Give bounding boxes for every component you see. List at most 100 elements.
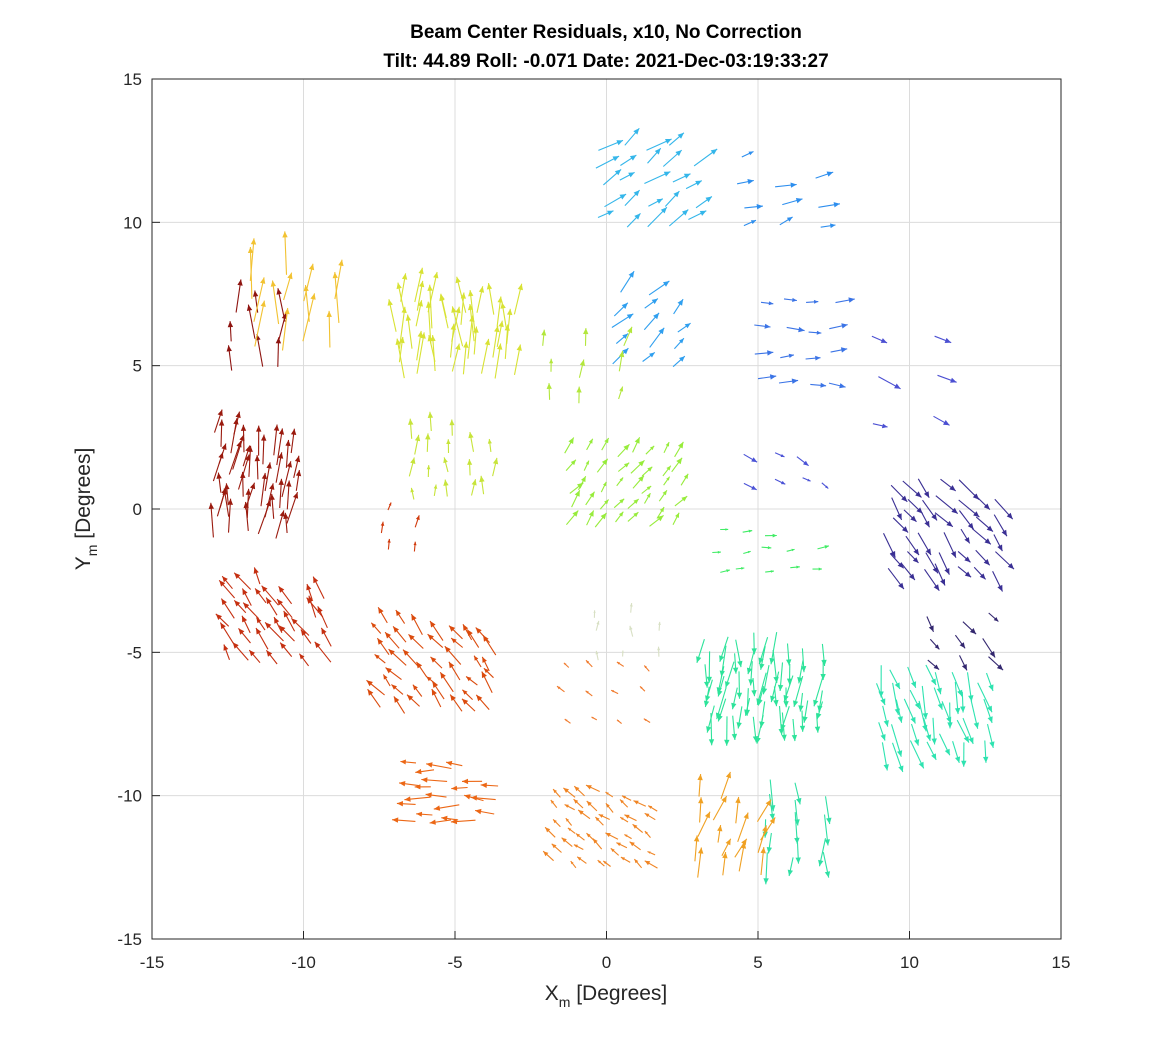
- x-tick-label: 15: [1052, 953, 1071, 972]
- residual-arrow: [736, 706, 743, 729]
- residual-arrow: [235, 279, 243, 313]
- residual-arrow: [242, 602, 260, 620]
- arrow-group: [542, 784, 658, 869]
- residual-arrow: [735, 796, 741, 824]
- residual-arrow: [649, 327, 665, 348]
- residual-arrow: [326, 310, 332, 348]
- arrow-group: [736, 151, 840, 229]
- residual-arrow: [743, 453, 758, 463]
- residual-arrow: [563, 662, 570, 668]
- residual-arrow: [494, 343, 503, 379]
- residual-arrow: [737, 812, 749, 842]
- residual-arrow: [549, 358, 554, 372]
- residual-arrow: [706, 705, 715, 733]
- residual-arrow: [907, 551, 919, 564]
- residual-arrow: [757, 374, 777, 380]
- residual-arrow: [208, 502, 214, 538]
- residual-arrow: [985, 672, 994, 692]
- residual-arrow: [481, 656, 490, 672]
- residual-arrow: [387, 538, 391, 550]
- residual-arrow: [794, 812, 800, 844]
- residual-arrow: [988, 656, 1004, 671]
- x-tick-label: 10: [900, 953, 919, 972]
- residual-arrow: [433, 484, 438, 496]
- residual-arrow: [414, 784, 431, 790]
- residual-arrow: [797, 660, 804, 684]
- residual-arrow: [481, 671, 493, 693]
- residual-arrow: [461, 698, 476, 712]
- residual-arrow: [757, 825, 768, 853]
- residual-arrow: [219, 622, 234, 644]
- residual-arrow: [934, 672, 942, 695]
- residual-arrow: [633, 800, 647, 807]
- residual-arrow: [648, 280, 670, 296]
- residual-arrow: [697, 774, 703, 797]
- residual-arrow: [777, 662, 784, 692]
- residual-arrow: [425, 433, 431, 452]
- arrow-group: [883, 478, 1015, 592]
- residual-arrow: [384, 631, 400, 649]
- residual-arrow: [392, 626, 407, 643]
- residual-arrow: [233, 411, 241, 435]
- residual-arrow: [656, 506, 665, 519]
- residual-arrow: [601, 437, 610, 451]
- residual-arrow: [947, 702, 953, 729]
- residual-arrow: [674, 441, 684, 458]
- residual-arrow: [613, 498, 625, 509]
- residual-arrow: [883, 533, 896, 558]
- residual-arrow: [794, 799, 800, 826]
- residual-arrow: [240, 471, 246, 497]
- residual-arrow: [769, 779, 776, 812]
- residual-arrow: [576, 386, 582, 404]
- residual-arrow: [615, 333, 629, 345]
- residual-arrow: [306, 583, 313, 600]
- residual-arrow: [907, 499, 923, 514]
- residual-arrow: [760, 817, 776, 841]
- residual-arrow: [599, 499, 610, 510]
- residual-arrow: [286, 480, 292, 510]
- residual-arrow: [470, 479, 477, 496]
- residual-arrow: [492, 457, 499, 477]
- residual-arrow: [891, 742, 904, 773]
- arrow-group: [564, 437, 689, 528]
- residual-arrow: [793, 675, 804, 708]
- residual-arrow: [786, 326, 805, 333]
- residual-arrow: [595, 620, 600, 631]
- residual-arrow: [281, 461, 292, 498]
- residual-arrow: [697, 847, 704, 878]
- residual-arrow: [662, 149, 683, 167]
- residual-arrow: [595, 155, 620, 169]
- residual-arrow: [396, 282, 405, 311]
- residual-arrow: [376, 637, 390, 656]
- residual-arrow: [483, 667, 494, 679]
- residual-arrow: [982, 638, 996, 658]
- residual-arrow: [573, 844, 584, 850]
- residual-arrow: [917, 532, 932, 556]
- residual-arrow: [254, 455, 260, 480]
- residual-arrow: [929, 638, 940, 650]
- residual-arrow: [627, 498, 640, 509]
- residual-arrow: [275, 510, 285, 539]
- residual-arrow: [958, 479, 980, 500]
- residual-arrow: [242, 445, 251, 467]
- residual-arrow: [429, 620, 444, 641]
- residual-arrow: [563, 787, 576, 798]
- residual-arrow: [591, 716, 598, 721]
- residual-arrow: [451, 306, 461, 342]
- residual-arrow: [227, 498, 233, 533]
- residual-arrow: [406, 694, 420, 707]
- residual-arrow: [595, 816, 604, 826]
- residual-arrow: [551, 843, 562, 853]
- residual-arrow: [248, 649, 261, 664]
- residual-arrow: [413, 541, 417, 552]
- residual-arrow: [632, 475, 645, 489]
- residual-arrow: [300, 629, 312, 644]
- residual-arrow: [487, 438, 492, 452]
- residual-arrow: [439, 671, 454, 693]
- arrow-group: [208, 409, 302, 539]
- residual-arrow: [414, 515, 420, 528]
- residual-arrow: [786, 663, 793, 685]
- residual-arrow: [924, 568, 940, 592]
- residual-arrow: [426, 762, 452, 770]
- residual-arrow: [828, 382, 846, 389]
